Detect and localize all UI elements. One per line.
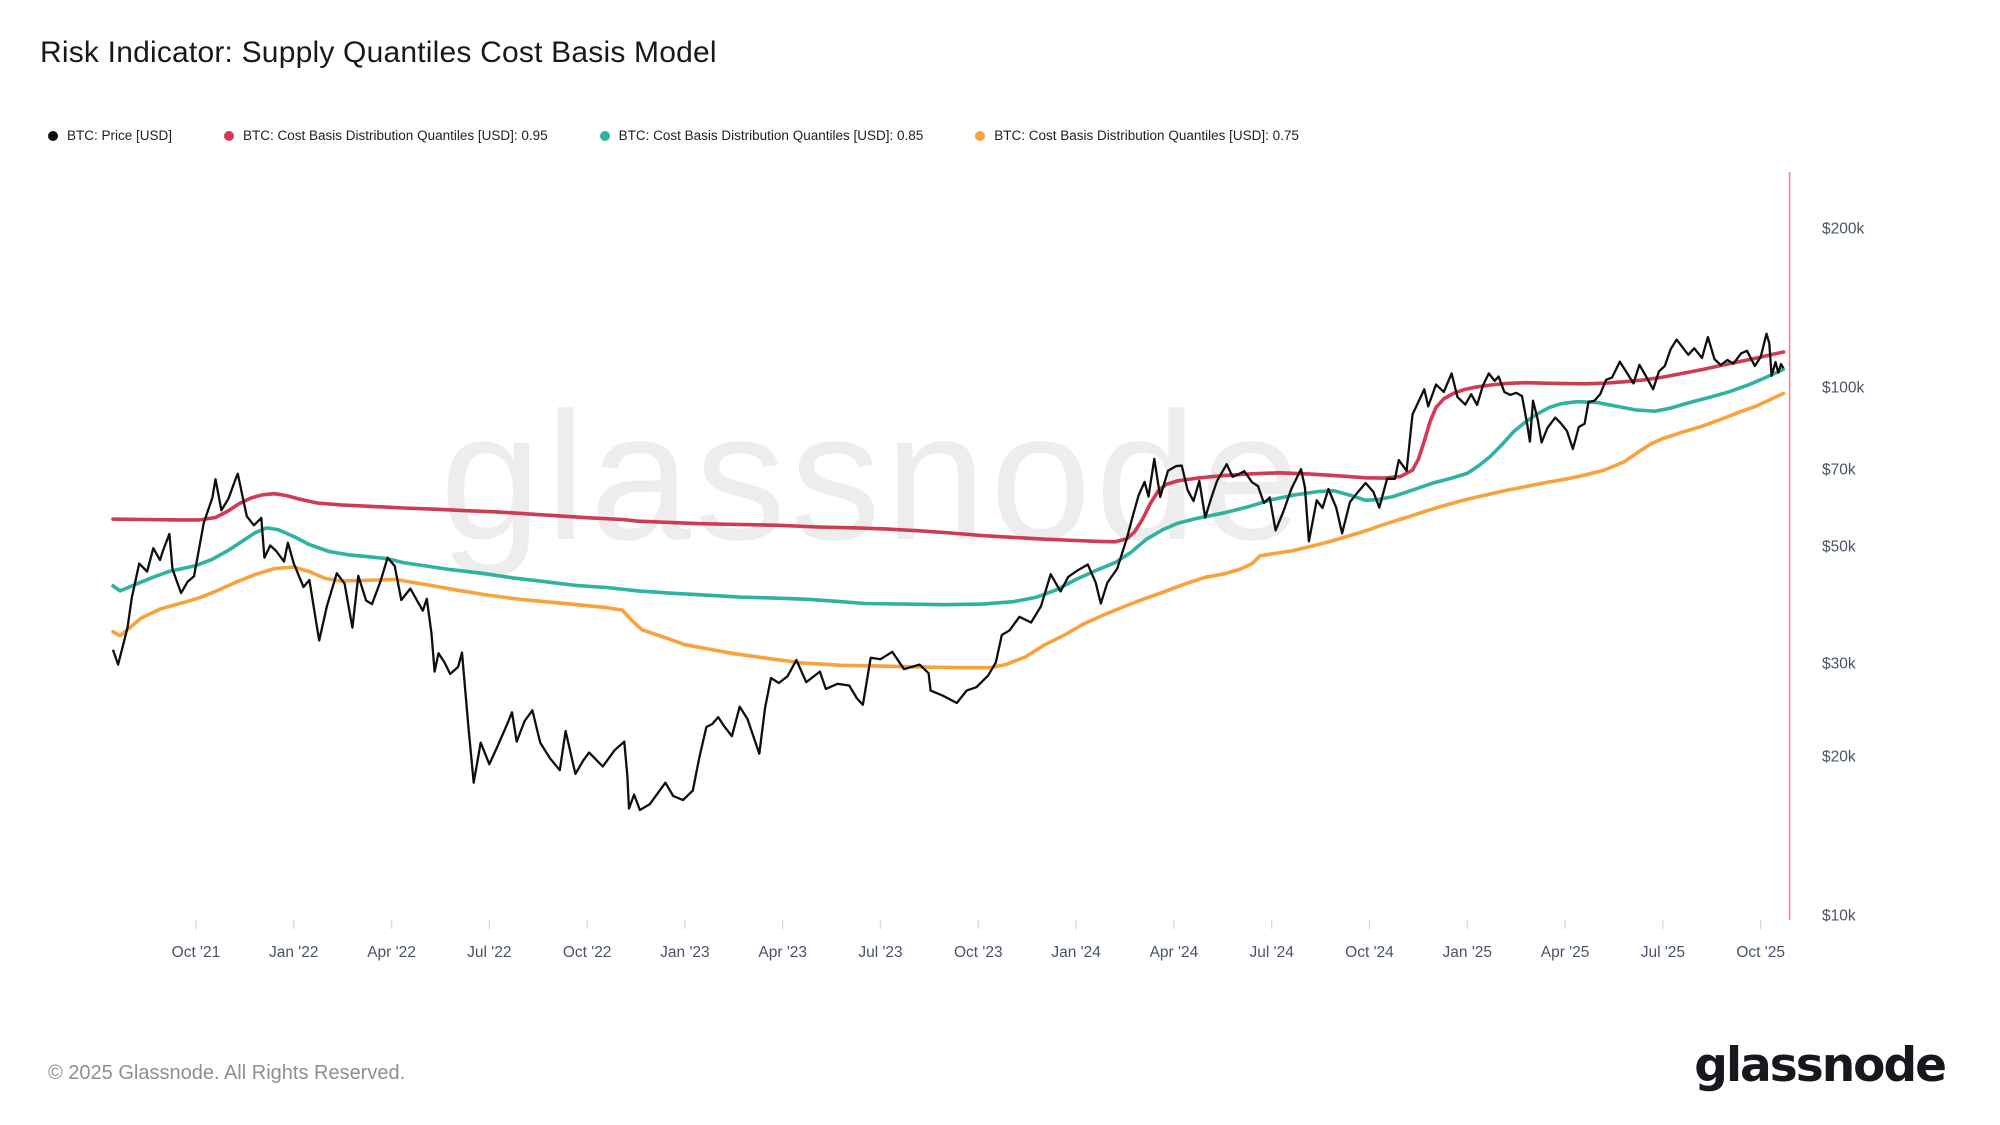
y-axis-label: $50k [1822,538,1856,555]
x-axis-label: Oct '21 [172,944,221,961]
x-axis-label: Jan '22 [269,944,319,961]
page-title: Risk Indicator: Supply Quantiles Cost Ba… [40,36,717,69]
x-axis-label: Jan '25 [1443,944,1493,961]
y-axis-label: $200k [1822,221,1864,238]
x-axis-label: Jul '25 [1641,944,1685,961]
x-axis-label: Jan '24 [1051,944,1101,961]
legend-item-quantile-085[interactable]: BTC: Cost Basis Distribution Quantiles [… [599,128,924,143]
x-axis-label: Jul '22 [467,944,511,961]
glassnode-logo: glassnode [1694,1038,1947,1093]
x-axis-label: Oct '23 [954,944,1003,961]
legend-item-quantile-075[interactable]: BTC: Cost Basis Distribution Quantiles [… [975,128,1299,143]
x-axis-label: Apr '24 [1150,944,1199,961]
quantile-085-line [111,367,1786,607]
x-axis-label: Apr '25 [1541,944,1590,961]
x-axis-label: Apr '22 [367,944,416,961]
legend-item-label: BTC: Cost Basis Distribution Quantiles [… [243,128,548,143]
quantile-075-line [111,391,1786,670]
y-axis-label: $10k [1822,907,1856,924]
price-line [111,332,1785,812]
x-axis-label: Oct '22 [563,944,612,961]
legend-item-price[interactable]: BTC: Price [USD] [48,128,172,143]
x-axis-label: Jan '23 [660,944,710,961]
x-axis-label: Oct '24 [1345,944,1394,961]
legend-item-quantile-095[interactable]: BTC: Cost Basis Distribution Quantiles [… [224,128,548,143]
x-axis-label: Jul '24 [1250,944,1295,961]
legend-item-label: BTC: Price [USD] [67,128,173,143]
legend-dot-icon [48,130,58,141]
legend-dot-icon [975,130,986,141]
y-axis-label: $30k [1822,656,1856,673]
legend-dot-icon [224,130,235,141]
quantile-095-line [111,350,1786,544]
x-axis-label: Jul '23 [858,944,902,961]
y-axis-label: $100k [1822,380,1864,397]
chart-legend: BTC: Price [USD] BTC: Cost Basis Distribu… [48,128,1299,143]
legend-dot-icon [599,130,610,141]
legend-item-label: BTC: Cost Basis Distribution Quantiles [… [618,128,924,143]
copyright-text: © 2025 Glassnode. All Rights Reserved. [48,1062,406,1084]
legend-item-label: BTC: Cost Basis Distribution Quantiles [… [994,128,1299,143]
x-axis-label: Oct '25 [1736,944,1785,961]
x-axis-label: Apr '23 [758,944,807,961]
y-axis-label: $70k [1822,461,1856,478]
y-axis-label: $20k [1822,748,1856,765]
